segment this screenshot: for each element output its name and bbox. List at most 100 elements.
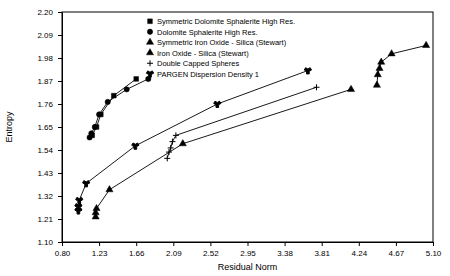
tick-mark (136, 242, 137, 246)
series (92, 85, 355, 219)
axis-line (62, 13, 63, 243)
legend-symbol (147, 60, 153, 66)
tick-mark (58, 196, 62, 197)
tick: 5.10 (426, 242, 442, 258)
tick-mark (248, 242, 249, 246)
tick: 1.98 (37, 54, 62, 63)
data-point (314, 84, 320, 90)
data-point (376, 64, 383, 70)
data-point (96, 112, 101, 117)
series-line (90, 79, 149, 138)
tick-mark (58, 219, 62, 220)
series-line (92, 79, 136, 135)
tick-label: 1.66 (129, 249, 145, 258)
data-point (124, 87, 129, 92)
tick-mark (58, 242, 62, 243)
tick-label: 1.87 (37, 77, 53, 86)
tick-mark (285, 242, 286, 246)
data-point (173, 132, 179, 138)
tick-mark (99, 242, 100, 246)
data-point (105, 99, 110, 104)
legend-symbol (146, 49, 153, 55)
tick-label: 4.67 (389, 249, 405, 258)
tick-label: 1.23 (92, 249, 108, 258)
data-point (214, 101, 221, 107)
series-line (167, 87, 316, 158)
data-point (93, 204, 100, 210)
plot-area (75, 41, 430, 219)
tick: 2.95 (240, 242, 256, 258)
tick: 2.09 (37, 31, 62, 40)
tick: 1.87 (37, 77, 62, 86)
x-axis: 0.801.231.662.092.522.953.383.814.244.67… (55, 242, 442, 258)
series-line (78, 71, 308, 211)
tick: 1.23 (92, 242, 108, 258)
tick-mark (62, 242, 63, 246)
tick-mark (58, 81, 62, 82)
chart: 0.801.231.662.092.522.953.383.814.244.67… (0, 0, 450, 276)
tick-mark (58, 58, 62, 59)
tick-mark (58, 35, 62, 36)
legend-symbol (146, 71, 153, 77)
data-point (83, 181, 90, 187)
tick-label: 2.09 (166, 249, 182, 258)
tick: 3.81 (314, 242, 330, 258)
tick-mark (210, 242, 211, 246)
data-point (89, 131, 94, 136)
tick-mark (359, 242, 360, 246)
data-point (134, 77, 139, 82)
tick-mark (322, 242, 323, 246)
data-point (347, 85, 354, 91)
tick: 2.09 (166, 242, 182, 258)
legend: Symmetric Dolomite Sphalerite High Res. D… (146, 17, 295, 79)
data-point (388, 50, 395, 56)
tick: 0.80 (55, 242, 71, 258)
tick: 1.66 (129, 242, 145, 258)
data-point (169, 139, 175, 145)
tick: 1.10 (37, 238, 62, 247)
data-point (132, 143, 139, 149)
tick-mark (396, 242, 397, 246)
data-point (304, 68, 311, 74)
tick: 1.65 (37, 123, 62, 132)
series (90, 77, 139, 138)
tick-label: 1.65 (37, 123, 53, 132)
data-point (374, 71, 381, 77)
tick-label: 1.76 (37, 100, 53, 109)
x-axis-title: Residual Norm (218, 262, 278, 272)
data-point (76, 197, 83, 203)
tick-label: 2.20 (37, 8, 53, 17)
legend-label: Dolomite Sphalerite High Res. (157, 28, 257, 37)
tick: 4.67 (389, 242, 405, 258)
tick-mark (58, 127, 62, 128)
series-line (377, 45, 426, 85)
tick: 1.21 (37, 215, 62, 224)
data-point (378, 58, 385, 64)
tick: 4.24 (352, 242, 368, 258)
plot-frame (62, 12, 433, 242)
y-axis-title: Entropy (4, 111, 14, 143)
data-point (179, 140, 186, 146)
tick-label: 0.80 (55, 249, 71, 258)
legend-label: Double Capped Spheres (157, 59, 239, 68)
tick-label: 3.81 (314, 249, 330, 258)
data-point (423, 41, 430, 47)
tick: 3.38 (277, 242, 293, 258)
tick-label: 1.54 (37, 146, 53, 155)
legend-symbol (147, 29, 152, 34)
data-point (373, 81, 380, 87)
legend-label: Iron Oxide - Silica (Stewart) (157, 49, 249, 58)
legend-label: Symmetric Dolomite Sphalerite High Res. (157, 17, 295, 26)
tick-mark (58, 150, 62, 151)
tick-label: 1.10 (37, 238, 53, 247)
tick: 1.54 (37, 146, 62, 155)
tick-mark (173, 242, 174, 246)
data-point (92, 124, 97, 129)
tick-label: 1.32 (37, 192, 53, 201)
tick: 1.43 (37, 169, 62, 178)
legend-label: PARGEN Dispersion Density 1 (157, 70, 259, 79)
data-point (75, 204, 82, 210)
tick-mark (58, 173, 62, 174)
tick-label: 2.95 (240, 249, 256, 258)
tick-mark (58, 12, 62, 13)
